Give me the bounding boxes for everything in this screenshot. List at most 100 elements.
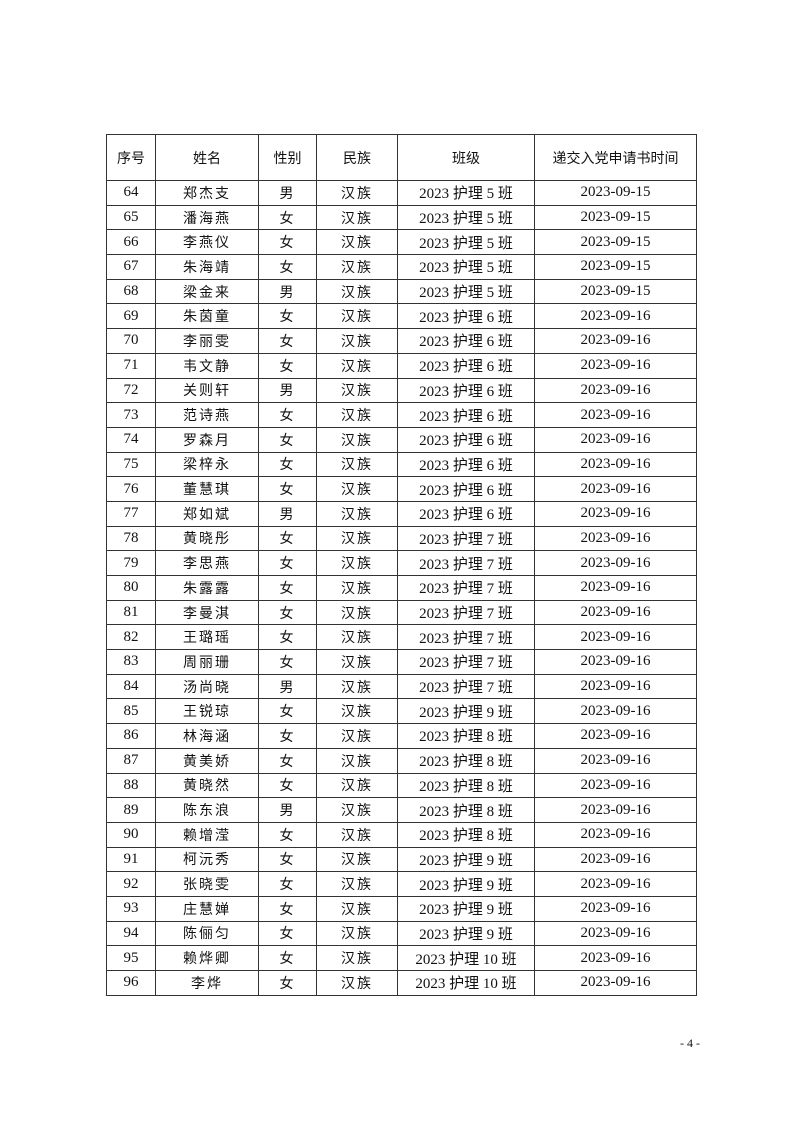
cell-name: 李烨 <box>155 970 259 996</box>
cell-class: 2023 护理 5 班 <box>397 254 535 280</box>
cell-class: 2023 护理 7 班 <box>397 525 535 552</box>
cell-index: 82 <box>106 624 156 651</box>
cell-application-date: 2023-09-16 <box>534 945 697 971</box>
cell-name: 李燕仪 <box>155 229 259 256</box>
cell-name: 陈俪匀 <box>155 920 259 947</box>
cell-index: 96 <box>106 970 156 996</box>
cell-application-date: 2023-09-16 <box>534 451 697 478</box>
cell-class: 2023 护理 10 班 <box>397 945 535 971</box>
cell-gender: 女 <box>258 426 317 453</box>
cell-class: 2023 护理 5 班 <box>397 278 535 305</box>
cell-ethnicity: 汉族 <box>316 797 398 823</box>
cell-class: 2023 护理 6 班 <box>397 402 535 428</box>
cell-class: 2023 护理 8 班 <box>397 772 535 799</box>
table-row: 90 赖增滢女汉族 2023 护理 8 班 2023-09-16 <box>106 821 697 848</box>
cell-class: 2023 护理 10 班 <box>397 970 535 996</box>
cell-ethnicity: 汉族 <box>316 846 398 873</box>
cell-gender: 女 <box>258 303 317 330</box>
cell-ethnicity: 汉族 <box>316 747 398 774</box>
table-row: 77 郑如斌男汉族 2023 护理 6 班 2023-09-16 <box>106 500 697 527</box>
cell-index: 90 <box>106 821 156 848</box>
cell-application-date: 2023-09-16 <box>534 328 697 354</box>
cell-ethnicity: 汉族 <box>316 476 398 502</box>
cell-ethnicity: 汉族 <box>316 402 398 428</box>
cell-name: 李曼淇 <box>155 599 259 626</box>
cell-name: 范诗燕 <box>155 402 259 428</box>
cell-ethnicity: 汉族 <box>316 229 398 256</box>
table-row: 96 李烨女汉族 2023 护理 10 班 2023-09-16 <box>106 970 697 996</box>
cell-name: 黄晓彤 <box>155 525 259 552</box>
cell-ethnicity: 汉族 <box>316 328 398 354</box>
cell-class: 2023 护理 9 班 <box>397 920 535 947</box>
cell-name: 关则轩 <box>155 377 259 404</box>
table-row: 72 关则轩男汉族 2023 护理 6 班 2023-09-16 <box>106 377 697 404</box>
cell-class: 2023 护理 7 班 <box>397 575 535 601</box>
cell-class: 2023 护理 8 班 <box>397 723 535 749</box>
table-header-row: 序号 姓名 性别 民族 班级 递交入党申请书时间 <box>106 134 697 181</box>
cell-index: 74 <box>106 426 156 453</box>
cell-gender: 男 <box>258 278 317 305</box>
cell-gender: 女 <box>258 575 317 601</box>
cell-ethnicity: 汉族 <box>316 920 398 947</box>
cell-application-date: 2023-09-16 <box>534 575 697 601</box>
table-row: 69 朱茵童女汉族 2023 护理 6 班 2023-09-16 <box>106 303 697 330</box>
table-row: 92 张晓雯女汉族 2023 护理 9 班 2023-09-16 <box>106 871 697 897</box>
cell-class: 2023 护理 6 班 <box>397 377 535 404</box>
cell-ethnicity: 汉族 <box>316 451 398 478</box>
cell-class: 2023 护理 9 班 <box>397 698 535 725</box>
cell-index: 83 <box>106 649 156 675</box>
table-row: 67 朱海靖女汉族 2023 护理 5 班 2023-09-15 <box>106 254 697 280</box>
cell-index: 78 <box>106 525 156 552</box>
cell-class: 2023 护理 7 班 <box>397 599 535 626</box>
cell-ethnicity: 汉族 <box>316 649 398 675</box>
cell-gender: 女 <box>258 476 317 502</box>
cell-application-date: 2023-09-15 <box>534 254 697 280</box>
cell-class: 2023 护理 5 班 <box>397 180 535 206</box>
cell-ethnicity: 汉族 <box>316 698 398 725</box>
cell-class: 2023 护理 6 班 <box>397 451 535 478</box>
cell-class: 2023 护理 5 班 <box>397 229 535 256</box>
cell-index: 84 <box>106 673 156 700</box>
cell-name: 董慧琪 <box>155 476 259 502</box>
cell-ethnicity: 汉族 <box>316 278 398 305</box>
cell-ethnicity: 汉族 <box>316 550 398 576</box>
cell-name: 陈东浪 <box>155 797 259 823</box>
cell-class: 2023 护理 9 班 <box>397 871 535 897</box>
table-row: 88 黄晓然女汉族 2023 护理 8 班 2023-09-16 <box>106 772 697 799</box>
table-row: 81 李曼淇女汉族 2023 护理 7 班 2023-09-16 <box>106 599 697 626</box>
cell-index: 80 <box>106 575 156 601</box>
cell-application-date: 2023-09-16 <box>534 772 697 799</box>
cell-name: 王锐琼 <box>155 698 259 725</box>
cell-gender: 男 <box>258 377 317 404</box>
cell-name: 周丽珊 <box>155 649 259 675</box>
cell-index: 71 <box>106 352 156 379</box>
cell-gender: 女 <box>258 895 317 922</box>
cell-class: 2023 护理 6 班 <box>397 476 535 502</box>
cell-name: 赖增滢 <box>155 821 259 848</box>
table-row: 82 王璐瑶女汉族 2023 护理 7 班 2023-09-16 <box>106 624 697 651</box>
cell-class: 2023 护理 7 班 <box>397 649 535 675</box>
table-row: 80 朱露露女汉族 2023 护理 7 班 2023-09-16 <box>106 575 697 601</box>
cell-application-date: 2023-09-15 <box>534 204 697 231</box>
cell-ethnicity: 汉族 <box>316 204 398 231</box>
cell-application-date: 2023-09-16 <box>534 649 697 675</box>
cell-index: 66 <box>106 229 156 256</box>
header-application-date: 递交入党申请书时间 <box>534 134 697 181</box>
cell-application-date: 2023-09-15 <box>534 229 697 256</box>
cell-index: 76 <box>106 476 156 502</box>
cell-gender: 女 <box>258 402 317 428</box>
table-row: 91 柯沅秀女汉族 2023 护理 9 班 2023-09-16 <box>106 846 697 873</box>
cell-class: 2023 护理 7 班 <box>397 673 535 700</box>
cell-name: 朱海靖 <box>155 254 259 280</box>
cell-application-date: 2023-09-16 <box>534 673 697 700</box>
cell-index: 79 <box>106 550 156 576</box>
cell-ethnicity: 汉族 <box>316 871 398 897</box>
header-gender: 性别 <box>258 134 317 181</box>
cell-index: 88 <box>106 772 156 799</box>
cell-index: 95 <box>106 945 156 971</box>
cell-gender: 女 <box>258 204 317 231</box>
cell-name: 梁梓永 <box>155 451 259 478</box>
cell-name: 庄慧婵 <box>155 895 259 922</box>
cell-ethnicity: 汉族 <box>316 624 398 651</box>
table-row: 78 黄晓彤女汉族 2023 护理 7 班 2023-09-16 <box>106 525 697 552</box>
